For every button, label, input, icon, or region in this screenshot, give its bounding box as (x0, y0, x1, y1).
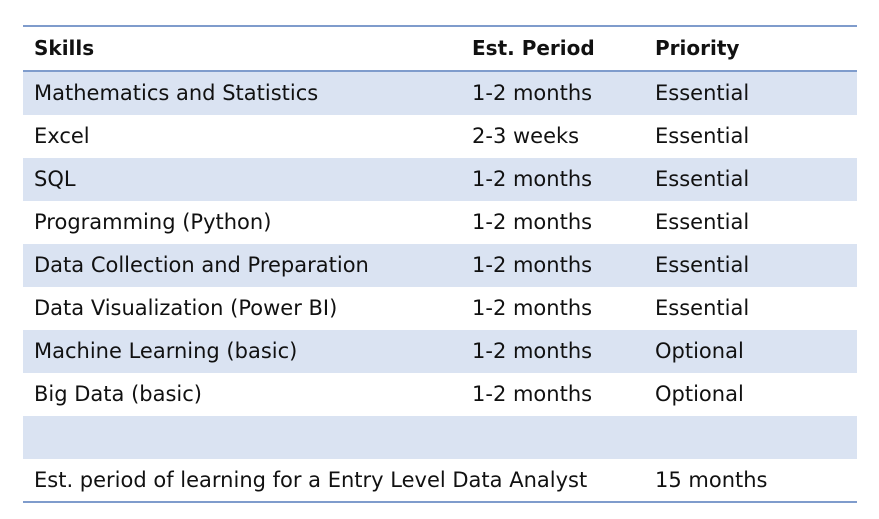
table-header-row: Skills Est. Period Priority (23, 27, 857, 70)
skills-table: Skills Est. Period Priority Mathematics … (23, 25, 857, 503)
table-row: Data Visualization (Power BI) 1-2 months… (23, 287, 857, 330)
skill-cell: Data Visualization (Power BI) (34, 296, 338, 320)
priority-cell: Optional (655, 339, 744, 363)
summary-row: Est. period of learning for a Entry Leve… (23, 459, 857, 501)
skill-cell: Mathematics and Statistics (34, 81, 319, 105)
header-priority: Priority (655, 36, 740, 60)
header-divider-rule (23, 70, 857, 72)
table-row: Mathematics and Statistics 1-2 months Es… (23, 72, 857, 115)
priority-cell: Optional (655, 382, 744, 406)
skill-cell: Programming (Python) (34, 210, 272, 234)
priority-cell: Essential (655, 210, 750, 234)
table-row: Programming (Python) 1-2 months Essentia… (23, 201, 857, 244)
summary-label: Est. period of learning for a Entry Leve… (34, 468, 588, 492)
priority-cell: Essential (655, 81, 750, 105)
table-row: SQL 1-2 months Essential (23, 158, 857, 201)
period-cell: 1-2 months (472, 382, 593, 406)
table-bottom-rule (23, 501, 857, 503)
summary-value: 15 months (655, 468, 768, 492)
priority-cell: Essential (655, 296, 750, 320)
table-row: Excel 2-3 weeks Essential (23, 115, 857, 158)
skill-cell: Big Data (basic) (34, 382, 202, 406)
header-skills: Skills (34, 36, 95, 60)
table-row: Data Collection and Preparation 1-2 mont… (23, 244, 857, 287)
skill-cell: Machine Learning (basic) (34, 339, 298, 363)
table-row-empty (23, 416, 857, 459)
period-cell: 1-2 months (472, 253, 593, 277)
period-cell: 2-3 weeks (472, 124, 580, 148)
period-cell: 1-2 months (472, 210, 593, 234)
table-top-rule (23, 25, 857, 27)
period-cell: 1-2 months (472, 339, 593, 363)
skill-cell: SQL (34, 167, 76, 191)
priority-cell: Essential (655, 124, 750, 148)
period-cell: 1-2 months (472, 81, 593, 105)
period-cell: 1-2 months (472, 167, 593, 191)
skill-cell: Data Collection and Preparation (34, 253, 369, 277)
table-row: Machine Learning (basic) 1-2 months Opti… (23, 330, 857, 373)
priority-cell: Essential (655, 167, 750, 191)
table-row: Big Data (basic) 1-2 months Optional (23, 373, 857, 416)
priority-cell: Essential (655, 253, 750, 277)
period-cell: 1-2 months (472, 296, 593, 320)
header-est-period: Est. Period (472, 36, 595, 60)
skill-cell: Excel (34, 124, 90, 148)
